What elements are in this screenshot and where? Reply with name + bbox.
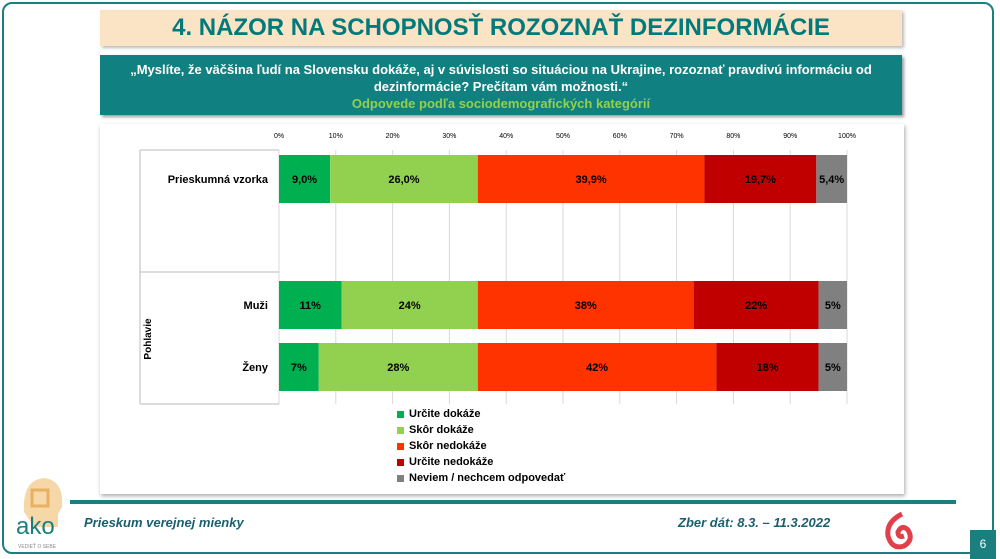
data-label: 42% (586, 362, 608, 374)
ako-logo: ako VEDIEŤ O SEBE (16, 478, 63, 550)
legend-label: Skôr dokáže (409, 424, 474, 436)
data-label: 26,0% (388, 174, 419, 186)
bar-segment (318, 343, 478, 391)
bar-segment (704, 155, 817, 203)
tick-label: 80% (726, 133, 740, 140)
legend-label: Neviem / nechcem odpovedať (409, 472, 566, 484)
bar-segment (477, 281, 694, 329)
data-label: 28% (387, 362, 409, 374)
bar-segment (818, 281, 847, 329)
tick-label: 40% (499, 133, 513, 140)
tick-label: 90% (783, 133, 797, 140)
slide-frame (2, 2, 994, 554)
data-label: 5% (825, 300, 841, 312)
bar-segment (477, 343, 717, 391)
legend-label: Skôr nedokáže (409, 440, 487, 452)
svg-text:VEDIEŤ O SEBE: VEDIEŤ O SEBE (18, 542, 57, 550)
bar-segment (693, 281, 819, 329)
tick-label: 100% (838, 133, 856, 140)
data-label: 24% (399, 300, 421, 312)
legend-item: Skôr dokáže (397, 422, 565, 438)
data-label: 9,0% (292, 174, 317, 186)
slide-title: 4. NÁZOR NA SCHOPNOSŤ ROZOZNAŤ DEZINFORM… (100, 10, 902, 46)
legend-swatch (397, 426, 404, 434)
tick-label: 50% (556, 133, 570, 140)
bar-segment (816, 155, 847, 203)
question-box: „Myslíte, že väčšina ľudí na Slovensku d… (100, 55, 902, 115)
legend-swatch (397, 458, 404, 466)
footer-survey-name: Prieskum verejnej mienky (84, 515, 244, 530)
legend-swatch (397, 474, 404, 482)
legend-item: Neviem / nechcem odpovedať (397, 470, 565, 486)
tick-label: 20% (386, 133, 400, 140)
bar-segment (279, 155, 331, 203)
data-label: 18% (756, 362, 778, 374)
legend-item: Skôr nedokáže (397, 438, 565, 454)
tick-label: 0% (274, 133, 284, 140)
data-label: 22% (745, 300, 767, 312)
legend-item: Určite dokáže (397, 406, 565, 422)
bar-segment (341, 281, 478, 329)
category-label: Prieskumná vzorka (168, 174, 269, 186)
tick-label: 10% (329, 133, 343, 140)
data-label: 11% (300, 300, 322, 312)
data-label: 5,4% (819, 174, 844, 186)
footer-date: Zber dát: 8.3. – 11.3.2022 (678, 515, 831, 530)
data-label: 19,7% (745, 174, 776, 186)
legend: Určite dokáže Skôr dokáže Skôr nedokáže Urč… (397, 406, 565, 486)
bar-segment (818, 343, 847, 391)
data-label: 7% (291, 362, 307, 374)
chart-area: 0% 10% 20% 30% 40% 50% 60% 70% 80% 90% 100% Priesku… (100, 124, 904, 494)
bar-segment (716, 343, 819, 391)
spiral-logo-icon (885, 511, 913, 550)
legend-label: Určite nedokáže (409, 456, 494, 468)
tick-label: 70% (670, 133, 684, 140)
data-label: 38% (575, 300, 597, 312)
data-label: 39,9% (576, 174, 607, 186)
footer-divider (70, 500, 956, 504)
bar-segment (330, 155, 478, 203)
tick-label: 60% (613, 133, 627, 140)
page-number: 6 (970, 530, 996, 559)
data-label: 5% (825, 362, 841, 374)
svg-text:ako: ako (16, 513, 55, 540)
tick-label: 30% (442, 133, 456, 140)
category-label: Ženy (242, 361, 269, 374)
legend-swatch (397, 410, 404, 418)
legend-label: Určite dokáže (409, 408, 481, 420)
subtitle: Odpovede podľa sociodemografických kateg… (351, 96, 651, 111)
legend-swatch (397, 442, 404, 450)
bar-segment (279, 281, 342, 329)
stacked-bar-chart: 0% 10% 20% 30% 40% 50% 60% 70% 80% 90% 100% Priesku… (139, 133, 856, 405)
bar-segment (477, 155, 705, 203)
bar-segment (279, 343, 319, 391)
legend-item: Určite nedokáže (397, 454, 565, 470)
question-text: „Myslíte, že väčšina ľudí na Slovensku d… (130, 62, 872, 94)
category-label: Muži (244, 300, 268, 312)
group-label: Pohlavie (143, 318, 154, 360)
